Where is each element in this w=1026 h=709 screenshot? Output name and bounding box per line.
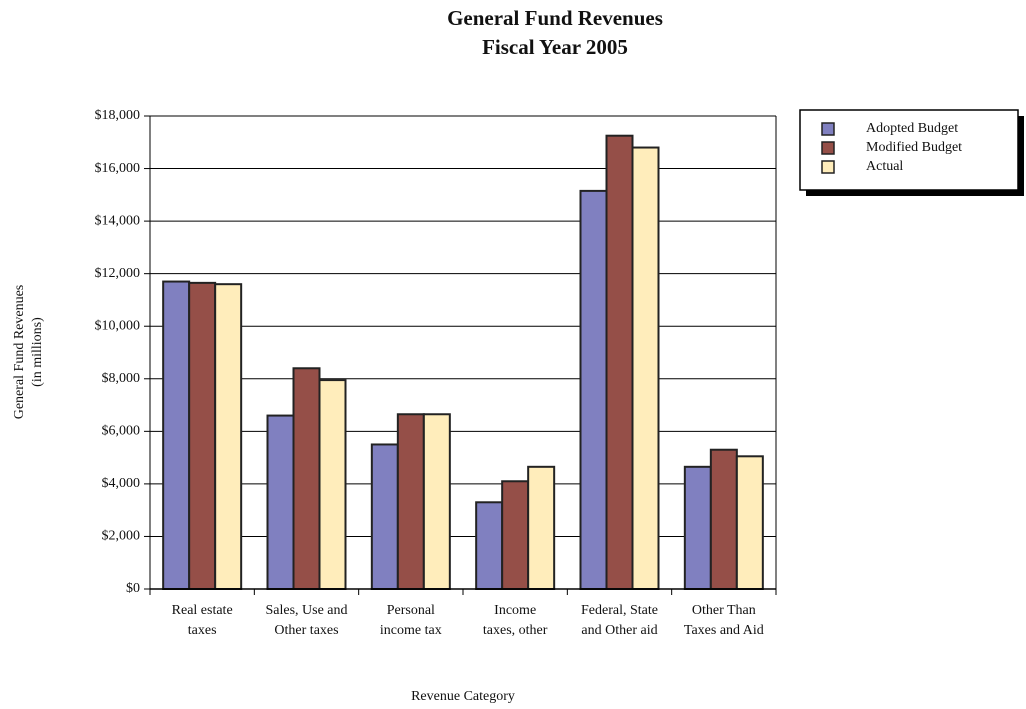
- bar: [162, 280, 191, 590]
- bar: [605, 134, 634, 590]
- bar: [501, 480, 530, 590]
- chart-subtitle: Fiscal Year 2005: [482, 35, 628, 59]
- x-tick-label: Real estate: [172, 603, 233, 618]
- bar: [683, 465, 712, 590]
- y-tick-label: $14,000: [95, 213, 141, 228]
- x-tick-label: Taxes and Aid: [684, 623, 764, 638]
- x-tick-label: Personal: [387, 603, 435, 618]
- legend-swatch: [821, 122, 835, 136]
- y-tick-label: $0: [126, 581, 140, 596]
- bar: [422, 413, 451, 590]
- x-tick-label: taxes: [188, 623, 217, 638]
- legend-label: Modified Budget: [866, 140, 962, 155]
- bar: [631, 146, 660, 591]
- x-tick-label: Federal, State: [581, 603, 658, 618]
- x-tick-label: Income: [494, 603, 536, 618]
- y-tick-label: $8,000: [102, 371, 141, 386]
- y-tick-label: $6,000: [102, 424, 141, 439]
- x-tick-label: taxes, other: [483, 623, 548, 638]
- x-tick-label: Sales, Use and: [265, 603, 347, 618]
- x-axis-label: Revenue Category: [411, 689, 515, 704]
- bar: [475, 501, 504, 590]
- y-tick-label: $2,000: [102, 529, 141, 544]
- y-axis-label: (in millions): [30, 317, 45, 387]
- legend: [799, 109, 1019, 191]
- x-tick-label: income tax: [380, 623, 442, 638]
- bar: [292, 367, 321, 590]
- y-tick-label: $4,000: [102, 476, 141, 491]
- bar: [709, 448, 738, 590]
- bar: [188, 281, 217, 590]
- legend-swatch: [821, 160, 835, 174]
- legend-label: Actual: [866, 159, 903, 174]
- y-tick-label: $18,000: [95, 108, 141, 123]
- y-axis-label: General Fund Revenues: [12, 285, 27, 420]
- chart-title: General Fund Revenues: [447, 6, 663, 30]
- y-tick-label: $12,000: [95, 266, 141, 281]
- x-tick-label: Other taxes: [274, 623, 338, 638]
- bar: [318, 379, 347, 591]
- bar: [214, 283, 243, 590]
- bar: [370, 443, 399, 590]
- bar: [266, 414, 295, 591]
- bar: [735, 455, 764, 590]
- y-tick-label: $10,000: [95, 318, 141, 333]
- bar: [396, 413, 425, 590]
- x-tick-label: and Other aid: [581, 623, 657, 638]
- bar: [527, 465, 556, 590]
- x-tick-label: Other Than: [692, 603, 756, 618]
- bar: [579, 189, 608, 590]
- y-tick-label: $16,000: [95, 161, 141, 176]
- legend-swatch: [821, 141, 835, 155]
- legend-label: Adopted Budget: [866, 121, 958, 136]
